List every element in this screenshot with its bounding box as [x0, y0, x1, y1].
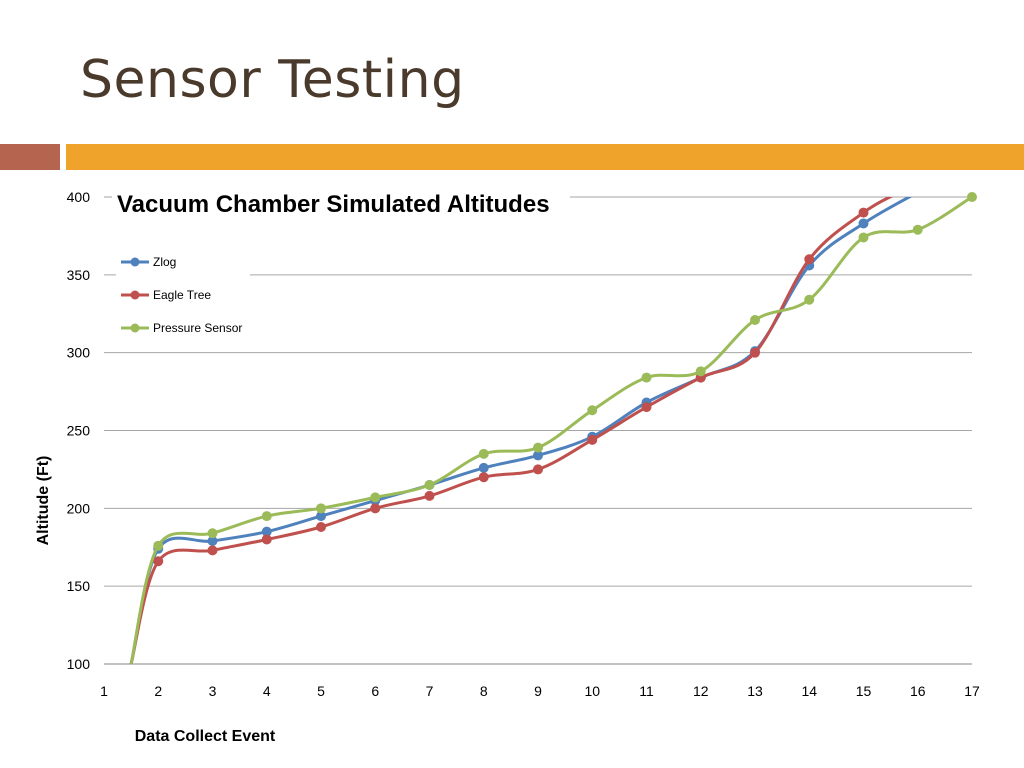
- y-tick-label: 350: [67, 267, 91, 283]
- x-axis-title: Data Collect Event: [135, 728, 276, 745]
- data-point-eagle-tree: [424, 490, 435, 501]
- data-point-zlog: [261, 526, 272, 537]
- data-point-pressure-sensor: [750, 314, 760, 325]
- x-tick-label: 11: [639, 683, 654, 699]
- chart-title: Vacuum Chamber Simulated Altitudes: [117, 191, 550, 218]
- data-point-zlog: [207, 536, 218, 547]
- data-point-pressure-sensor: [587, 405, 598, 416]
- x-tick-label: 2: [154, 683, 162, 699]
- data-point-eagle-tree: [750, 347, 760, 358]
- data-point-eagle-tree: [587, 434, 598, 445]
- x-tick-label: 14: [801, 683, 817, 699]
- data-point-eagle-tree: [804, 254, 815, 265]
- y-tick-label: 400: [67, 189, 91, 205]
- series-line-eagle-tree: [129, 197, 894, 664]
- x-tick-label: 7: [426, 683, 434, 699]
- x-tick-label: 6: [371, 683, 379, 699]
- legend-marker-pressure-sensor: [130, 323, 140, 333]
- accent-bar: [66, 144, 1024, 170]
- legend-label-eagle-tree: Eagle Tree: [153, 288, 211, 302]
- data-point-pressure-sensor: [424, 479, 435, 490]
- data-point-zlog: [478, 462, 489, 473]
- data-point-eagle-tree: [533, 464, 543, 475]
- data-point-eagle-tree: [370, 503, 381, 514]
- data-point-pressure-sensor: [804, 294, 815, 305]
- legend-marker-zlog: [130, 257, 140, 267]
- legend-label-zlog: Zlog: [153, 255, 176, 269]
- data-point-pressure-sensor: [912, 224, 923, 235]
- data-point-eagle-tree: [858, 207, 869, 218]
- x-tick-label: 3: [209, 683, 217, 699]
- data-point-pressure-sensor: [967, 192, 977, 202]
- data-point-eagle-tree: [261, 534, 272, 545]
- data-point-zlog: [316, 511, 326, 522]
- x-tick-label: 9: [534, 683, 542, 699]
- x-tick-label: 10: [584, 683, 600, 699]
- x-tick-label: 13: [747, 683, 763, 699]
- x-tick-label: 12: [693, 683, 709, 699]
- x-tick-label: 5: [317, 683, 325, 699]
- y-tick-label: 200: [67, 500, 91, 516]
- data-point-pressure-sensor: [533, 442, 543, 453]
- legend-marker-eagle-tree: [130, 290, 140, 300]
- data-point-pressure-sensor: [478, 448, 489, 459]
- data-point-pressure-sensor: [695, 366, 706, 377]
- x-tick-label: 1: [100, 683, 108, 699]
- data-point-eagle-tree: [316, 522, 326, 533]
- slide-title: Sensor Testing: [80, 50, 465, 110]
- data-point-pressure-sensor: [641, 372, 652, 383]
- y-tick-label: 250: [67, 423, 91, 439]
- y-tick-label: 150: [67, 578, 91, 594]
- x-tick-label: 8: [480, 683, 488, 699]
- legend-label-pressure-sensor: Pressure Sensor: [153, 321, 242, 335]
- data-point-pressure-sensor: [261, 511, 272, 522]
- data-point-pressure-sensor: [370, 492, 381, 503]
- accent-block: [0, 144, 60, 170]
- chart-title-background: [112, 184, 570, 218]
- data-point-pressure-sensor: [207, 528, 218, 539]
- y-tick-label: 100: [67, 656, 91, 672]
- y-axis-title: Altitude (Ft): [35, 456, 52, 546]
- data-point-pressure-sensor: [153, 540, 164, 551]
- data-point-eagle-tree: [207, 545, 218, 556]
- y-tick-label: 300: [67, 345, 91, 361]
- data-point-pressure-sensor: [858, 232, 869, 243]
- x-tick-label: 16: [910, 683, 926, 699]
- data-point-eagle-tree: [641, 402, 652, 413]
- data-point-zlog: [858, 218, 869, 229]
- x-tick-label: 4: [263, 683, 271, 699]
- data-point-pressure-sensor: [316, 503, 326, 514]
- x-tick-label: 15: [856, 683, 872, 699]
- x-tick-label: 17: [964, 683, 980, 699]
- data-point-eagle-tree: [153, 556, 164, 567]
- data-point-eagle-tree: [478, 472, 489, 483]
- data-point-zlog: [533, 450, 543, 461]
